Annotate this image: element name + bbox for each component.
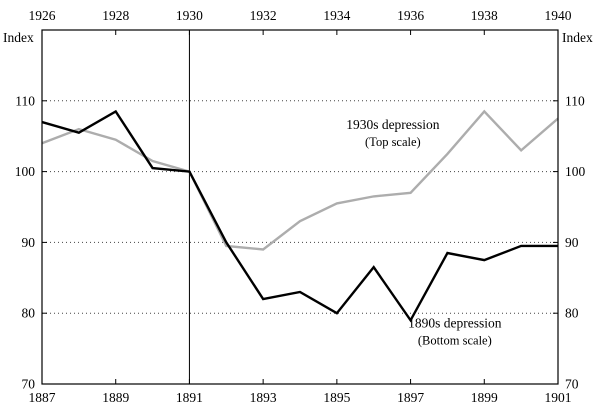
svg-text:1889: 1889 xyxy=(102,390,129,405)
svg-text:1930s depression: 1930s depression xyxy=(346,117,440,132)
svg-text:1887: 1887 xyxy=(29,390,56,405)
svg-text:1938: 1938 xyxy=(471,8,498,23)
svg-text:1895: 1895 xyxy=(323,390,350,405)
svg-text:1893: 1893 xyxy=(250,390,277,405)
svg-text:1928: 1928 xyxy=(102,8,129,23)
svg-text:100: 100 xyxy=(15,164,36,179)
svg-text:100: 100 xyxy=(565,164,586,179)
svg-text:80: 80 xyxy=(565,306,579,321)
svg-text:1934: 1934 xyxy=(323,8,350,23)
svg-text:1926: 1926 xyxy=(29,8,56,23)
svg-text:1899: 1899 xyxy=(471,390,498,405)
svg-text:1930: 1930 xyxy=(176,8,203,23)
svg-text:1936: 1936 xyxy=(397,8,424,23)
svg-text:Index: Index xyxy=(3,30,34,45)
svg-text:1891: 1891 xyxy=(176,390,203,405)
svg-text:90: 90 xyxy=(22,235,36,250)
svg-text:110: 110 xyxy=(15,93,35,108)
svg-text:70: 70 xyxy=(22,377,36,392)
svg-text:80: 80 xyxy=(22,306,36,321)
svg-text:Index: Index xyxy=(562,30,593,45)
svg-text:(Top scale): (Top scale) xyxy=(365,135,421,149)
svg-text:1940: 1940 xyxy=(545,8,572,23)
svg-text:(Bottom scale): (Bottom scale) xyxy=(418,333,492,347)
svg-text:90: 90 xyxy=(565,235,579,250)
svg-text:70: 70 xyxy=(565,377,579,392)
svg-text:1890s depression: 1890s depression xyxy=(408,315,502,330)
svg-text:1901: 1901 xyxy=(545,390,572,405)
svg-text:1897: 1897 xyxy=(397,390,424,405)
svg-text:1932: 1932 xyxy=(250,8,277,23)
svg-text:110: 110 xyxy=(565,93,585,108)
